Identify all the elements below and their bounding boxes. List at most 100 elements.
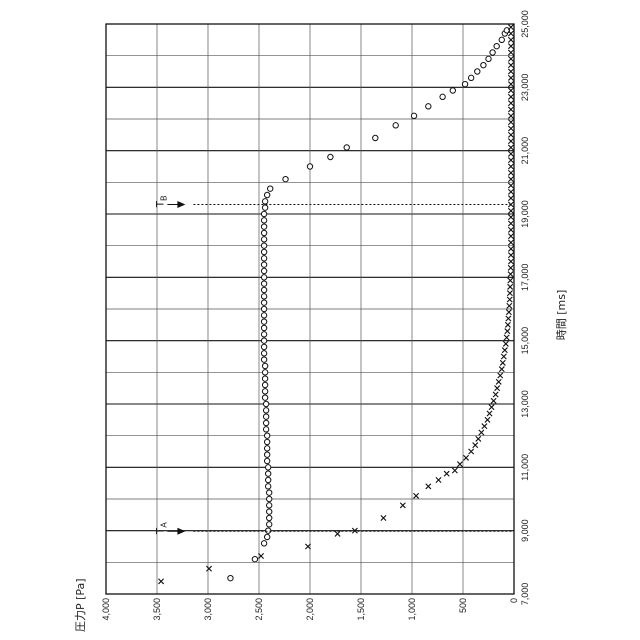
circle-point bbox=[261, 300, 266, 305]
cross-point bbox=[508, 94, 513, 99]
x-tick-label: 11,000 bbox=[520, 454, 530, 481]
cross-point bbox=[508, 126, 513, 131]
cross-point bbox=[489, 405, 494, 410]
x-axis-title: 時間 [ms] bbox=[555, 290, 568, 341]
cross-point bbox=[508, 177, 513, 182]
circle-point bbox=[263, 420, 268, 425]
y-tick-label: 500 bbox=[458, 598, 468, 613]
x-tick-label: 13,000 bbox=[520, 390, 530, 418]
circle-point bbox=[504, 28, 509, 33]
marker-subscript: B bbox=[159, 195, 168, 200]
circle-point bbox=[261, 313, 266, 318]
cross-point bbox=[499, 367, 504, 372]
marker-arrowhead bbox=[177, 528, 185, 535]
x-tick-label: 9,000 bbox=[520, 519, 530, 542]
cross-point bbox=[482, 424, 487, 429]
circle-point bbox=[283, 176, 288, 181]
cross-point bbox=[496, 379, 501, 384]
circle-point bbox=[261, 306, 266, 311]
circle-point bbox=[475, 69, 480, 74]
circle-point bbox=[264, 433, 269, 438]
circle-point bbox=[261, 357, 266, 362]
cross-point bbox=[508, 44, 513, 49]
cross-point bbox=[508, 56, 513, 61]
circle-point bbox=[468, 75, 473, 80]
cross-point bbox=[508, 215, 513, 220]
cross-point bbox=[508, 139, 513, 144]
circle-point bbox=[261, 351, 266, 356]
cross-point bbox=[485, 417, 490, 422]
cross-point bbox=[503, 341, 508, 346]
circle-point bbox=[373, 135, 378, 140]
grid bbox=[106, 24, 514, 594]
cross-point bbox=[508, 240, 513, 245]
cross-point bbox=[508, 25, 513, 30]
cross-point bbox=[508, 50, 513, 55]
circle-point bbox=[262, 363, 267, 368]
y-tick-label: 2,500 bbox=[254, 598, 264, 621]
cross-point bbox=[505, 322, 510, 327]
circle-point bbox=[267, 509, 272, 514]
circle-point bbox=[261, 319, 266, 324]
cross-point bbox=[487, 411, 492, 416]
circle-point bbox=[261, 230, 266, 235]
circle-point bbox=[262, 199, 267, 204]
cross-point bbox=[469, 449, 474, 454]
cross-point bbox=[508, 234, 513, 239]
circle-point bbox=[393, 123, 398, 128]
y-tick-label: 3,500 bbox=[152, 598, 162, 621]
cross-point bbox=[507, 291, 512, 296]
cross-point bbox=[506, 316, 511, 321]
circle-point bbox=[261, 541, 266, 546]
circle-point bbox=[262, 376, 267, 381]
cross-point bbox=[507, 303, 512, 308]
circle-point bbox=[267, 503, 272, 508]
cross-point bbox=[508, 284, 513, 289]
cross-point bbox=[508, 253, 513, 258]
circle-point bbox=[262, 382, 267, 387]
marker-label: TB bbox=[154, 195, 168, 207]
circle-point bbox=[265, 528, 270, 533]
cross-point bbox=[508, 227, 513, 232]
cross-point bbox=[502, 348, 507, 353]
y-tick-label: 3,000 bbox=[203, 598, 213, 621]
cross-point bbox=[507, 297, 512, 302]
circle-point bbox=[263, 414, 268, 419]
circle-point bbox=[265, 471, 270, 476]
cross-point bbox=[508, 208, 513, 213]
cross-point bbox=[508, 151, 513, 156]
cross-point bbox=[508, 164, 513, 169]
circle-point bbox=[265, 484, 270, 489]
circle-point bbox=[264, 534, 269, 539]
cross-point bbox=[508, 246, 513, 251]
circle-point bbox=[264, 192, 269, 197]
cross-point bbox=[463, 455, 468, 460]
data-series bbox=[158, 25, 513, 584]
cross-point bbox=[493, 392, 498, 397]
circle-point bbox=[265, 465, 270, 470]
circle-point bbox=[262, 205, 267, 210]
circle-point bbox=[263, 427, 268, 432]
cross-point bbox=[400, 503, 405, 508]
y-tick-label: 0 bbox=[509, 598, 519, 603]
circle-point bbox=[261, 281, 266, 286]
circle-point bbox=[344, 145, 349, 150]
circle-point bbox=[264, 452, 269, 457]
cross-point bbox=[508, 189, 513, 194]
cross-point bbox=[444, 471, 449, 476]
cross-point bbox=[508, 278, 513, 283]
x-tick-label: 17,000 bbox=[520, 264, 530, 292]
cross-point bbox=[508, 183, 513, 188]
cross-point bbox=[508, 221, 513, 226]
cross-point bbox=[508, 265, 513, 270]
circle-point bbox=[252, 556, 257, 561]
cross-point bbox=[506, 310, 511, 315]
circle-point bbox=[261, 294, 266, 299]
circle-point bbox=[264, 439, 269, 444]
x-tick-label: 7,000 bbox=[520, 583, 530, 606]
circle-point bbox=[265, 477, 270, 482]
y-tick-label: 1,500 bbox=[356, 598, 366, 621]
cross-point bbox=[508, 75, 513, 80]
cross-point bbox=[508, 82, 513, 87]
